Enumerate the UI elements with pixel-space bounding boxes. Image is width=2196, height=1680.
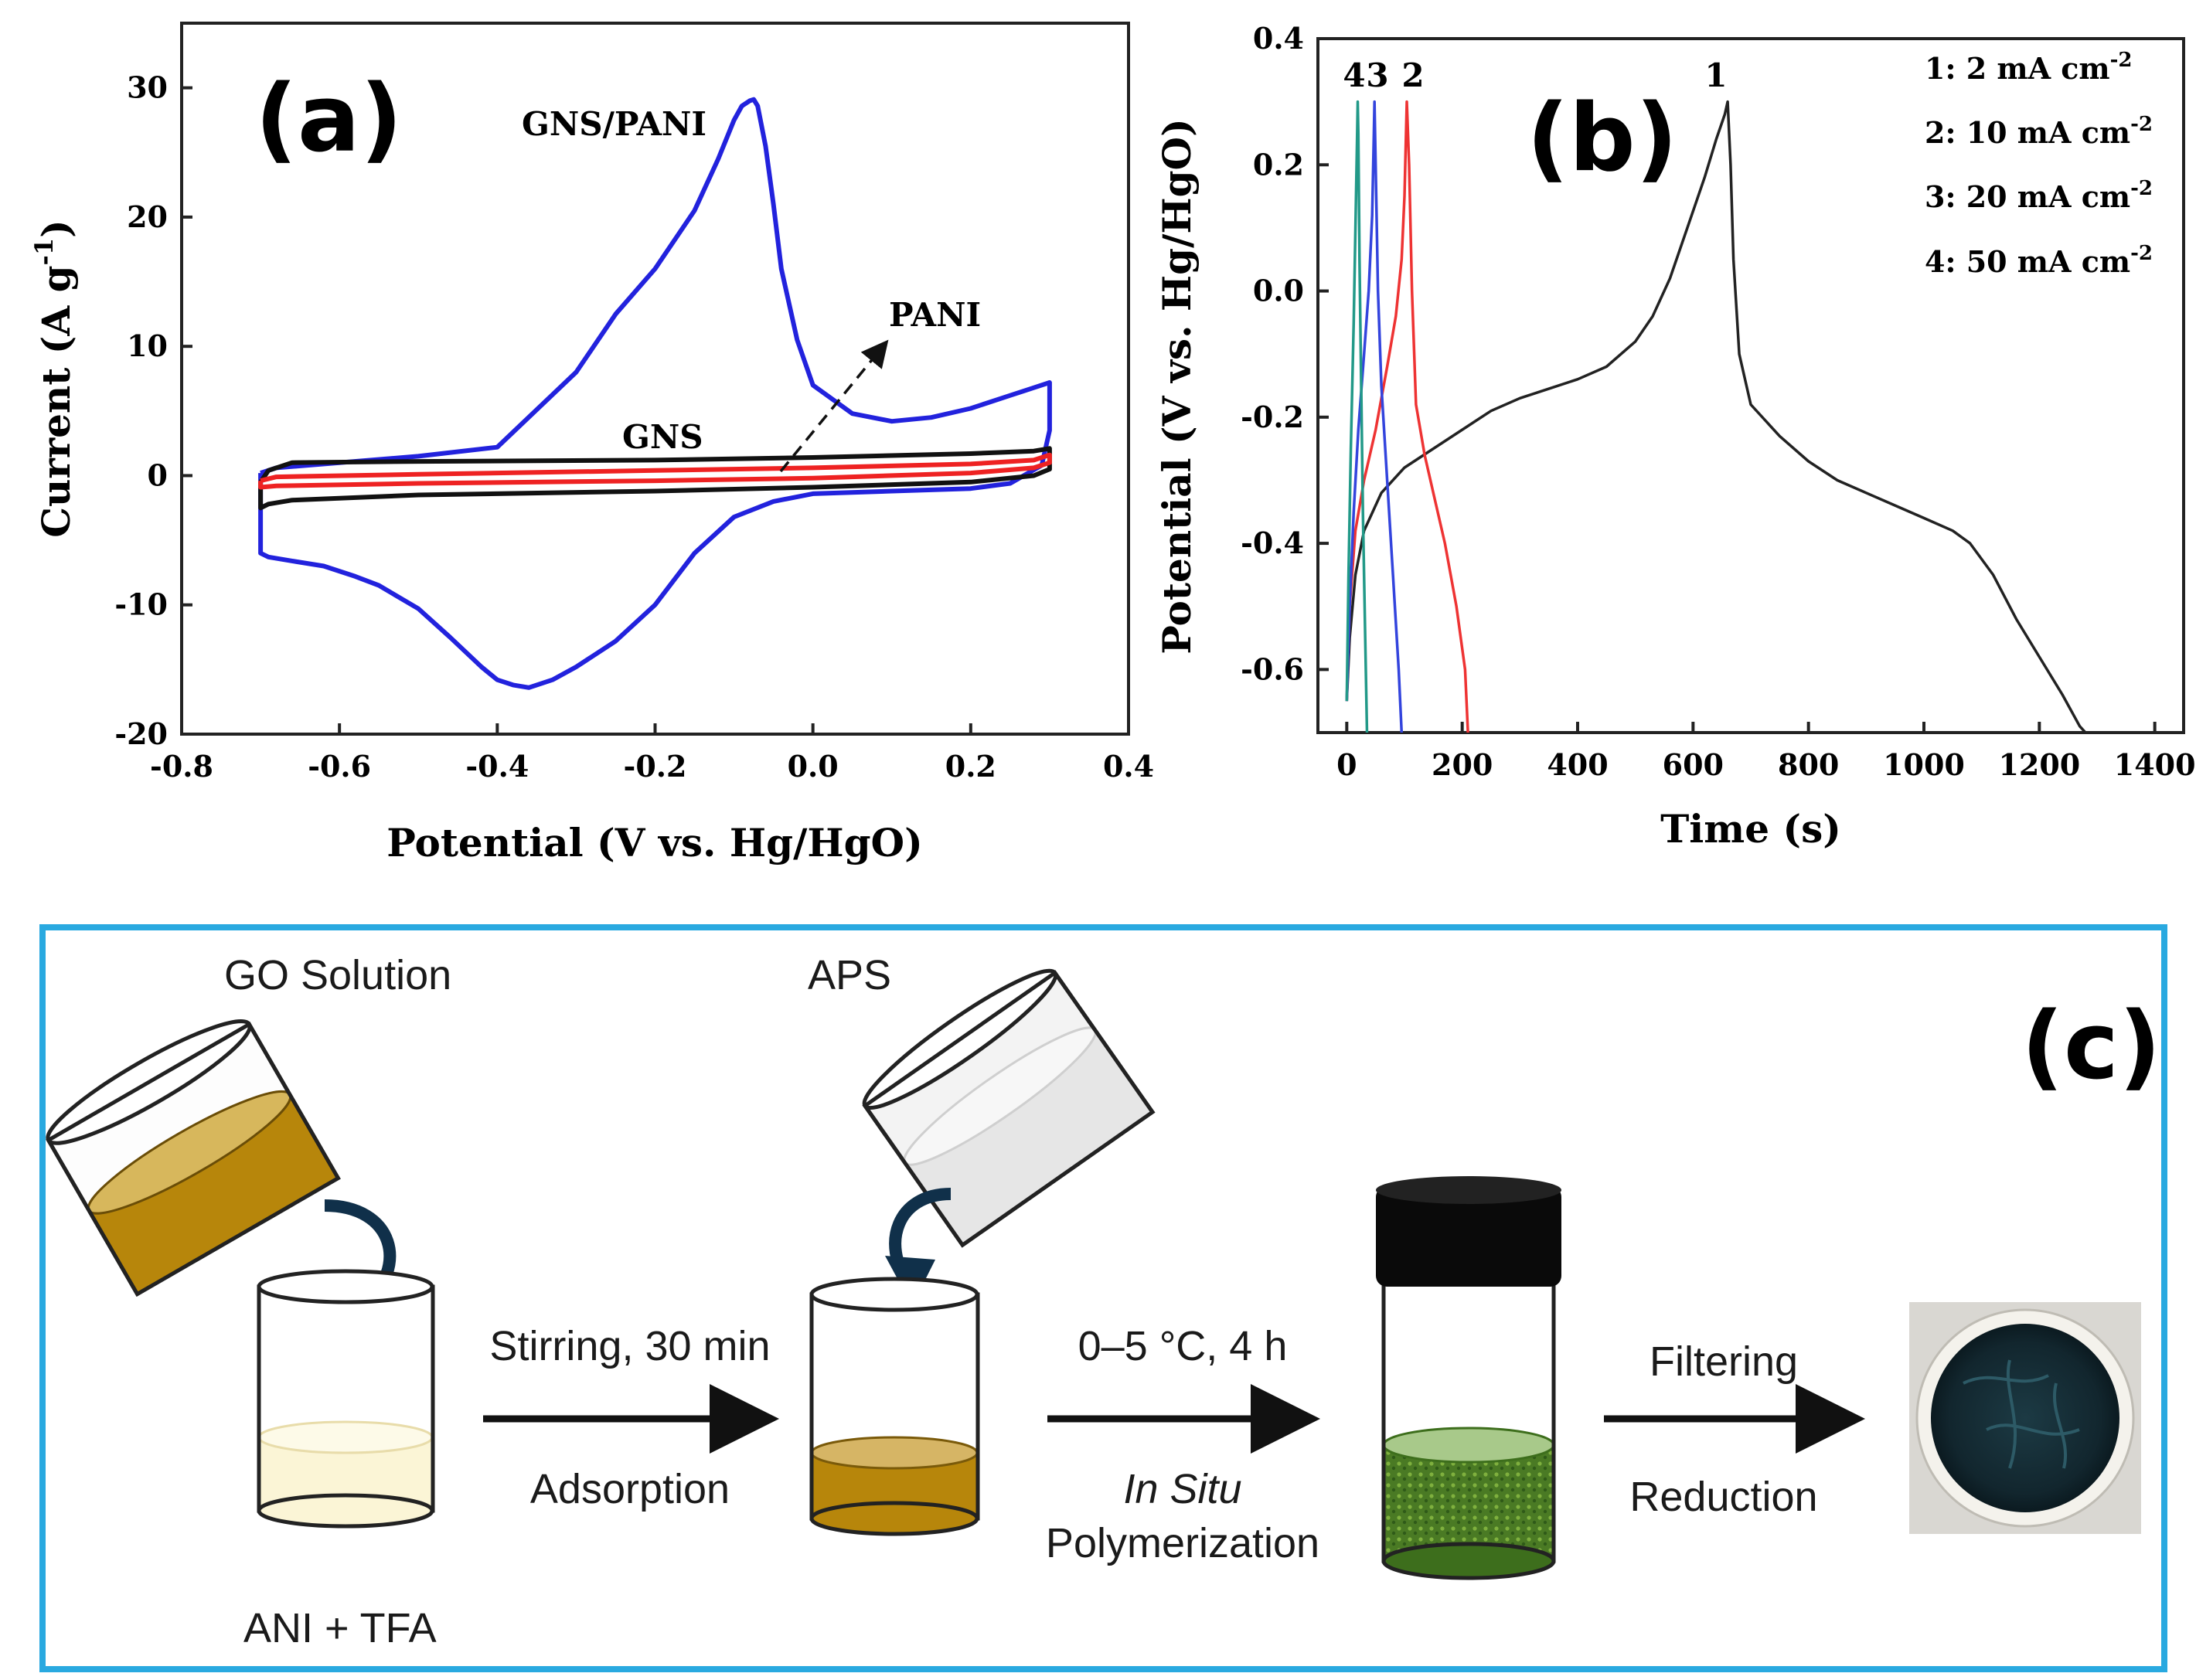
panel-b-x-tick-label: 0 [1336,747,1357,782]
panel-c: (c) GO Solution ANI + TFA Stirring, 30 m… [39,924,2167,1672]
panel-a-y-axis-title: Current (A g-1) [29,219,79,538]
panel-a-y-tick-label: -10 [114,587,168,622]
panel-c-letter: (c) [2021,993,2161,1100]
ani-tfa-label: ANI + TFA [243,1605,437,1651]
legend-item-2-exp: -2 [2130,113,2153,136]
step2-mid-label: In Situ [1123,1466,1241,1512]
panel-b-x-tick-label: 200 [1432,747,1493,782]
label-gns-pani: GNS/PANI [522,105,706,143]
panel-b-series-2 [1345,100,1404,733]
panel-b-x-tick-label: 1400 [2114,747,2196,782]
step2-bottom-label: Polymerization [1046,1520,1319,1566]
go-ani-beaker [809,1277,980,1536]
panel-b-series-3 [1345,100,1369,733]
panel-a-y-tick-label: 10 [127,328,168,363]
panel-a-x-axis-title: Potential (V vs. Hg/HgO) [386,820,923,866]
panel-b-letter: (b) [1527,85,1678,192]
panel-a: -0.8 -0.6 -0.4 -0.2 0.0 0.2 0.4 -20-100102030 … [29,22,1154,866]
go-solution-beaker [46,1019,341,1297]
panel-b-x-tick-label: 1200 [1998,747,2080,782]
panel-a-y-axis-title-main: Current (A g [33,265,79,537]
reaction-vial [1376,1176,1561,1580]
panel-b-series-0 [1345,100,2087,734]
panel-a-y-tick-label: 20 [127,199,168,234]
panel-b-y-tick-label: -0.4 [1241,525,1304,560]
panel-b-y-axis-title: Potential (V vs. Hg/HgO) [1154,118,1200,655]
aps-label: APS [808,952,891,998]
panel-b-series [1345,100,2087,734]
panel-b-x-tick-label: 800 [1778,747,1839,782]
panel-a-y-ticks: -20 -10 0 10 20 30 [114,70,192,751]
panel-a-x-tick-label: -0.4 [465,749,529,784]
ani-tfa-beaker [257,1269,435,1529]
legend-item-4-text: 4: 50 mA cm [1925,244,2130,279]
panel-b-y-tick-label: 0.4 [1253,21,1304,56]
panel-a-x-tick-label: 0.0 [788,749,839,784]
panel-c-border [39,924,2167,1672]
product-photo [1909,1302,2141,1534]
panel-a-x-tick-label: -0.8 [150,749,213,784]
label-gns: GNS [622,418,703,456]
curve-number-2: 2 [1401,56,1424,94]
step3-bottom-label: Reduction [1629,1474,1817,1520]
curve-number-1: 1 [1704,56,1727,94]
go-solution-label: GO Solution [224,952,451,998]
pani-pointer-arrow [779,339,889,473]
panel-a-series-1 [258,446,1052,511]
panel-a-x-ticks: -0.8 -0.6 -0.4 -0.2 0.0 0.2 0.4 [150,723,1154,784]
panel-a-x-tick-label: 0.4 [1103,749,1154,784]
panel-a-x-tick-label: 0.2 [945,749,996,784]
panel-a-series-2 [258,452,1052,490]
panel-b-y-tick-label: -0.6 [1241,651,1304,686]
legend-item-3-text: 3: 20 mA cm [1925,179,2130,214]
legend-item-4: 4: 50 mA cm-2 [1925,242,2153,279]
curve-number-3: 3 [1366,56,1388,94]
curve-number-4: 4 [1343,56,1365,94]
legend-item-1-text: 1: 2 mA cm [1925,51,2110,86]
panel-a-series [258,97,1052,690]
panel-b-x-tick-label: 400 [1547,747,1608,782]
panel-b-x-tick-label: 600 [1663,747,1724,782]
panel-a-x-tick-label: -0.2 [624,749,687,784]
panel-b-legend: 1: 2 mA cm-2 2: 10 mA cm-2 3: 20 mA cm-2… [1925,49,2153,279]
panel-b-x-ticks: 0 200 400 600 800 1000 1200 1400 [1336,722,2196,782]
panel-a-y-tick-label: 0 [148,457,168,492]
panel-b: 0 200 400 600 800 1000 1200 1400 -0.6 -0.4 -0.2 0.… [1154,21,2196,852]
panel-b-series-1 [1345,100,1469,733]
panel-a-y-tick-label: 30 [127,70,168,105]
panel-a-series-0 [258,97,1052,690]
step1-bottom-label: Adsorption [530,1466,730,1512]
step3-top-label: Filtering [1650,1338,1798,1385]
legend-item-2-text: 2: 10 mA cm [1925,115,2130,150]
legend-item-1-exp: -2 [2110,49,2133,72]
legend-item-1: 1: 2 mA cm-2 [1925,49,2133,86]
step1-top-label: Stirring, 30 min [489,1323,770,1369]
panel-b-y-tick-label: 0.0 [1253,274,1304,308]
panel-a-letter: (a) [255,66,403,173]
panel-a-y-tick-label: -20 [114,716,168,751]
legend-item-4-exp: -2 [2130,242,2153,265]
legend-item-2: 2: 10 mA cm-2 [1925,113,2153,150]
panel-b-x-axis-title: Time (s) [1660,806,1841,852]
panel-b-y-ticks: -0.6 -0.4 -0.2 0.0 0.2 0.4 [1241,21,1329,686]
panel-a-y-axis-title-exp: -1 [29,238,59,266]
legend-item-3: 3: 20 mA cm-2 [1925,177,2153,214]
label-pani: PANI [889,296,981,334]
panel-b-y-tick-label: -0.2 [1241,400,1304,434]
panel-a-x-tick-label: -0.6 [308,749,371,784]
step2-top-label: 0–5 °C, 4 h [1078,1323,1288,1369]
aps-beaker [862,968,1156,1248]
panel-b-y-tick-label: 0.2 [1253,147,1304,182]
panel-a-y-axis-title-end: ) [33,219,79,238]
panel-b-frame [1316,37,2185,734]
legend-item-3-exp: -2 [2130,177,2153,200]
vial-cap [1376,1186,1561,1287]
panel-b-x-tick-label: 1000 [1883,747,1965,782]
